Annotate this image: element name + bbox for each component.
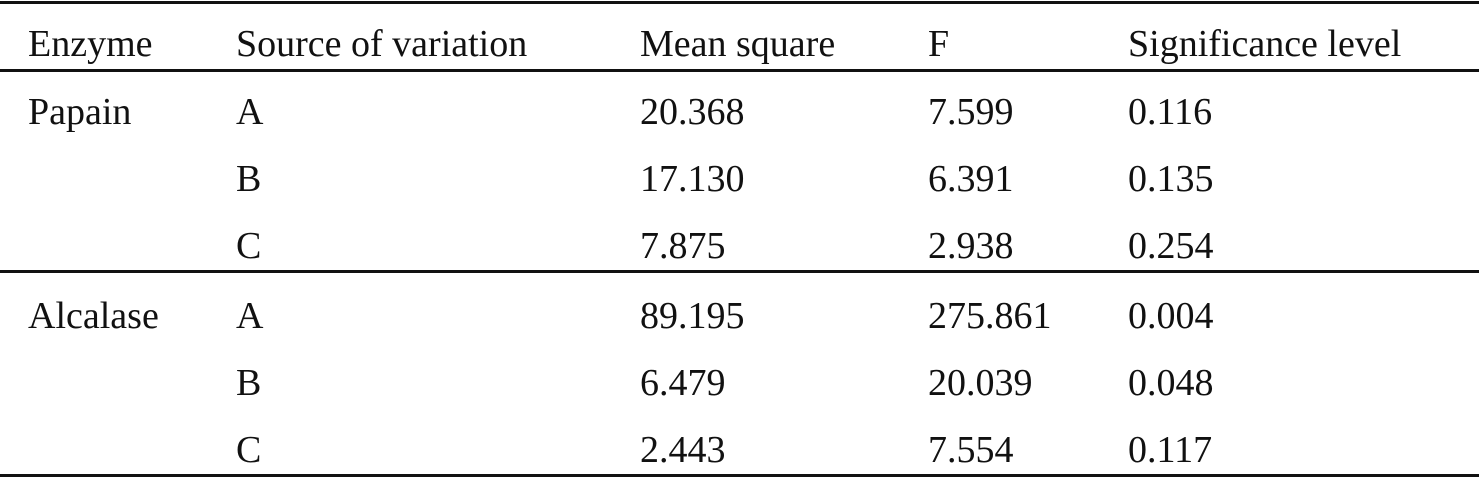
bottom-rule	[0, 474, 1479, 477]
data-cell: 7.599	[928, 91, 1014, 133]
data-cell: 89.195	[640, 295, 745, 337]
data-cell: 0.135	[1128, 158, 1214, 200]
data-cell: 6.479	[640, 362, 726, 404]
data-cell: 7.875	[640, 225, 726, 267]
data-cell: 0.116	[1128, 91, 1213, 133]
data-cell: 0.117	[1128, 429, 1213, 471]
data-cell: 2.938	[928, 225, 1014, 267]
header-rule	[0, 69, 1479, 72]
data-cell: 17.130	[640, 158, 745, 200]
data-cell: B	[236, 362, 262, 404]
header-cell: F	[928, 23, 950, 65]
group-rule	[0, 270, 1479, 273]
data-cell: 0.254	[1128, 225, 1214, 267]
data-cell: 0.004	[1128, 295, 1214, 337]
header-cell: Mean square	[640, 23, 836, 65]
data-cell: C	[236, 225, 262, 267]
data-cell: C	[236, 429, 262, 471]
header-cell: Source of variation	[236, 23, 528, 65]
header-cell: Significance level	[1128, 23, 1402, 65]
data-cell: A	[236, 295, 264, 337]
data-cell: 6.391	[928, 158, 1014, 200]
data-cell: 0.048	[1128, 362, 1214, 404]
data-cell: B	[236, 158, 262, 200]
top-rule	[0, 1, 1479, 4]
header-cell: Enzyme	[28, 23, 153, 65]
enzyme-cell: Alcalase	[28, 295, 159, 337]
data-cell: 20.039	[928, 362, 1033, 404]
data-cell: 7.554	[928, 429, 1014, 471]
data-cell: 2.443	[640, 429, 726, 471]
data-cell: A	[236, 91, 264, 133]
data-cell: 275.861	[928, 295, 1052, 337]
data-cell: 20.368	[640, 91, 745, 133]
enzyme-cell: Papain	[28, 91, 132, 133]
